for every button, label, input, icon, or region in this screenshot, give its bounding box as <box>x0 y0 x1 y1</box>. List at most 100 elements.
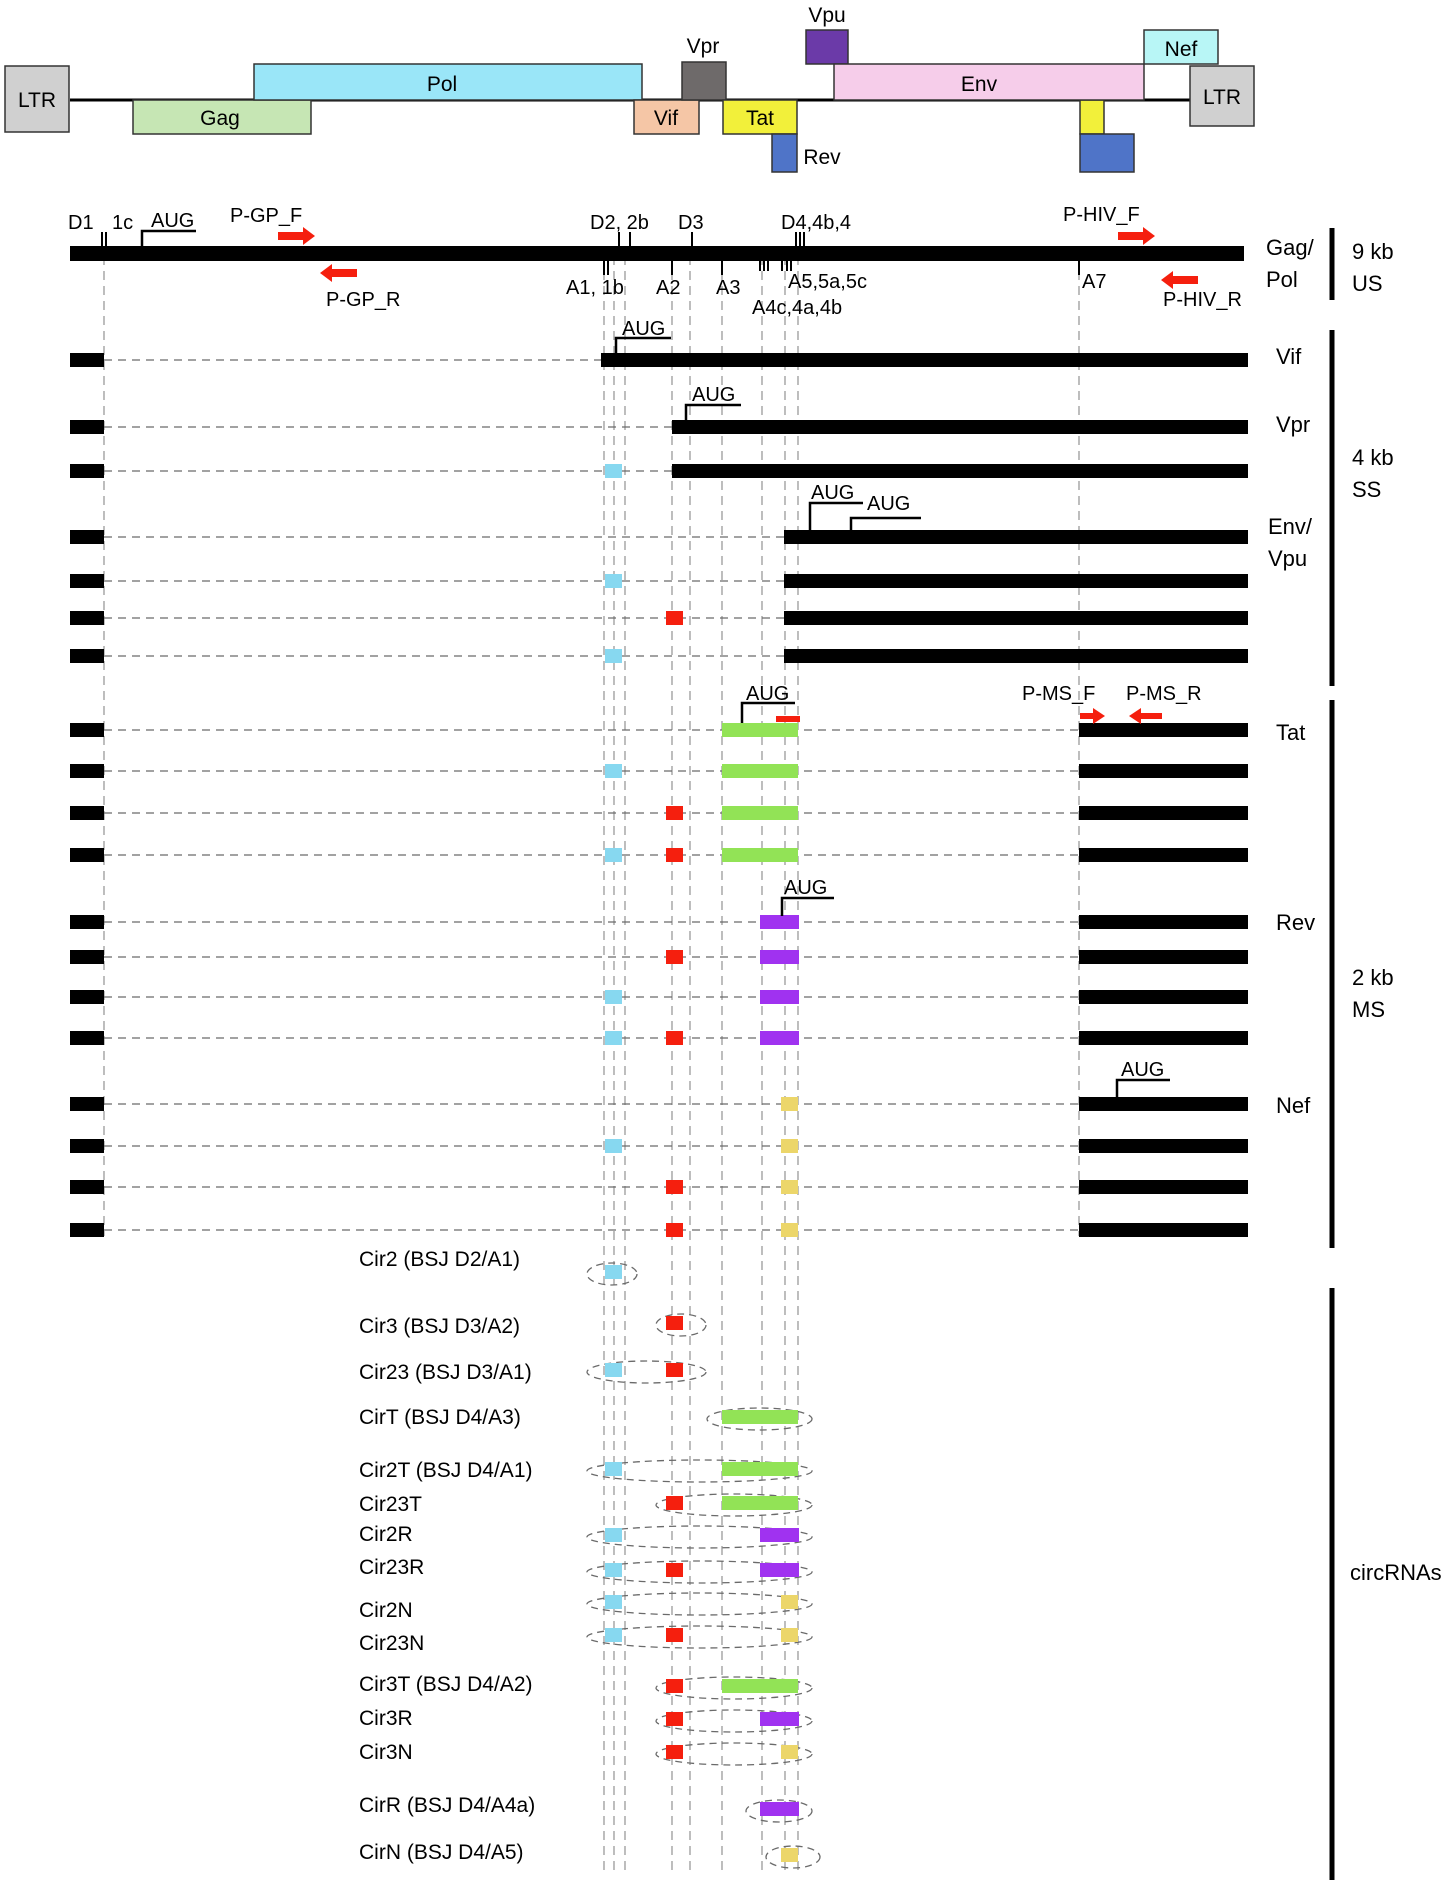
aug-bracket <box>1115 1078 1170 1098</box>
circ-exon-e3 <box>666 1712 683 1726</box>
leader-exon <box>70 530 104 544</box>
gene-label: LTR <box>1203 86 1241 109</box>
coding-exon <box>1079 1180 1248 1194</box>
transcript-rows <box>70 353 1248 1237</box>
primer-hiv-r: P-HIV_R <box>1161 271 1242 311</box>
aug-vpu: AUG <box>808 482 863 531</box>
coding-exon <box>1079 1223 1248 1237</box>
gene-label: Gag <box>200 107 240 130</box>
leader-exon <box>70 420 104 434</box>
circ-exon-nef <box>781 1745 798 1759</box>
aug-bracket <box>780 896 834 916</box>
aug-bracket <box>140 229 196 246</box>
transcript-row-env-2 <box>70 574 1248 588</box>
aug-vif: AUG <box>614 318 671 353</box>
circrna-label: Cir23R <box>359 1556 424 1579</box>
full-length-bar <box>70 246 1244 261</box>
splice-site-ticks <box>101 232 1080 275</box>
primer-hiv-f: P-HIV_F <box>1063 204 1155 245</box>
circrna-label: Cir23T <box>359 1493 422 1516</box>
gene-box-tat-exon2 <box>1079 99 1105 135</box>
gene-nef: Nef <box>1143 29 1219 65</box>
transcript-row-rev-2 <box>70 950 1248 964</box>
circ-exon-e2 <box>605 1528 622 1542</box>
circ-exon-e3 <box>666 1628 683 1642</box>
circrna-cir3r: Cir3R <box>359 1707 813 1733</box>
gene-box <box>132 99 312 135</box>
leader-exon <box>70 848 104 862</box>
site-label-d2: D2, 2b <box>590 212 649 234</box>
primer-label: P-HIV_R <box>1163 289 1242 311</box>
primer-gp-r: P-GP_R <box>320 264 400 311</box>
circrna-cir3: Cir3 (BSJ D3/A2) <box>359 1313 707 1338</box>
gene-ltr-5: LTR <box>4 65 70 133</box>
gene-label: Rev <box>803 146 841 169</box>
circ-exon-e2 <box>605 1595 622 1609</box>
coding-exon <box>1079 723 1248 737</box>
site-label-a4: A4c,4a,4b <box>752 297 842 319</box>
circrna-loop <box>655 1742 813 1766</box>
aug-label: AUG <box>784 877 827 899</box>
leader-exon <box>70 1097 104 1111</box>
circ-exon-e3 <box>666 1563 683 1577</box>
genome-map: LTR Gag Pol Vif Vpr Tat Rev <box>4 4 1255 173</box>
leader-exon <box>70 915 104 929</box>
gene-label: Vif <box>654 107 678 130</box>
exon-e3 <box>666 1223 683 1237</box>
leader-exon <box>70 764 104 778</box>
gene-env: Env <box>833 63 1145 101</box>
coding-exon <box>1079 848 1248 862</box>
coding-exon <box>1079 950 1248 964</box>
circrna-cir3n: Cir3N <box>359 1741 813 1766</box>
gene-box-rev-exon2 <box>1079 133 1135 173</box>
transcript-row-rev-3 <box>70 990 1248 1004</box>
transcript-row-nef-4 <box>70 1223 1248 1237</box>
leader-exon <box>70 353 104 367</box>
coding-exon <box>1079 1139 1248 1153</box>
gene-label: Pol <box>427 73 457 96</box>
gene-box <box>4 65 70 133</box>
site-label-d4: D4,4b,4 <box>781 212 851 234</box>
coding-exon <box>784 649 1248 663</box>
primer-arrow <box>1161 271 1198 289</box>
circrna-label: Cir3R <box>359 1707 413 1730</box>
transcript-row-tat-2 <box>70 764 1248 778</box>
exon-e3 <box>666 1180 683 1194</box>
circrna-cir3t: Cir3T (BSJ D4/A2) <box>359 1673 813 1700</box>
circrna-loop <box>586 1360 707 1384</box>
exon-rev <box>760 950 799 964</box>
exon-e2 <box>605 1139 622 1153</box>
circrna-cir23: Cir23 (BSJ D3/A1) <box>359 1360 707 1384</box>
transcript-row-vpr <box>70 420 1248 434</box>
aug-label: AUG <box>811 482 854 504</box>
leader-exon <box>70 990 104 1004</box>
circ-exon-e2 <box>605 1628 622 1642</box>
circ-exon-tat <box>722 1462 798 1476</box>
primer-label: P-GP_R <box>326 289 400 311</box>
circrna-loop <box>655 1313 707 1337</box>
primer-ms-tat <box>776 716 800 722</box>
coding-exon <box>1079 764 1248 778</box>
primer-arrow <box>320 264 357 282</box>
circrna-loop <box>655 1493 813 1517</box>
transcript-row-tat <box>70 723 1248 737</box>
transcript-row-vif <box>70 353 1248 367</box>
aug-bracket <box>808 501 863 531</box>
circrna-label: Cir23N <box>359 1632 424 1655</box>
exon-e2 <box>605 764 622 778</box>
circrna-cir2: Cir2 (BSJ D2/A1) <box>359 1248 638 1286</box>
leader-exon <box>70 1139 104 1153</box>
aug-label: AUG <box>622 318 665 340</box>
gene-box <box>1189 65 1255 127</box>
circ-exon-e2 <box>605 1363 622 1377</box>
gene-label: Tat <box>746 107 774 130</box>
gene-label: LTR <box>18 89 56 112</box>
row-label-vpr: Vpr <box>1276 412 1310 437</box>
exon-tat <box>722 723 798 737</box>
site-label-d3: D3 <box>678 212 704 234</box>
exon-e3 <box>666 848 683 862</box>
circrna-loop <box>655 1709 813 1733</box>
coding-exon <box>1079 1031 1248 1045</box>
site-label-a2: A2 <box>656 277 680 299</box>
